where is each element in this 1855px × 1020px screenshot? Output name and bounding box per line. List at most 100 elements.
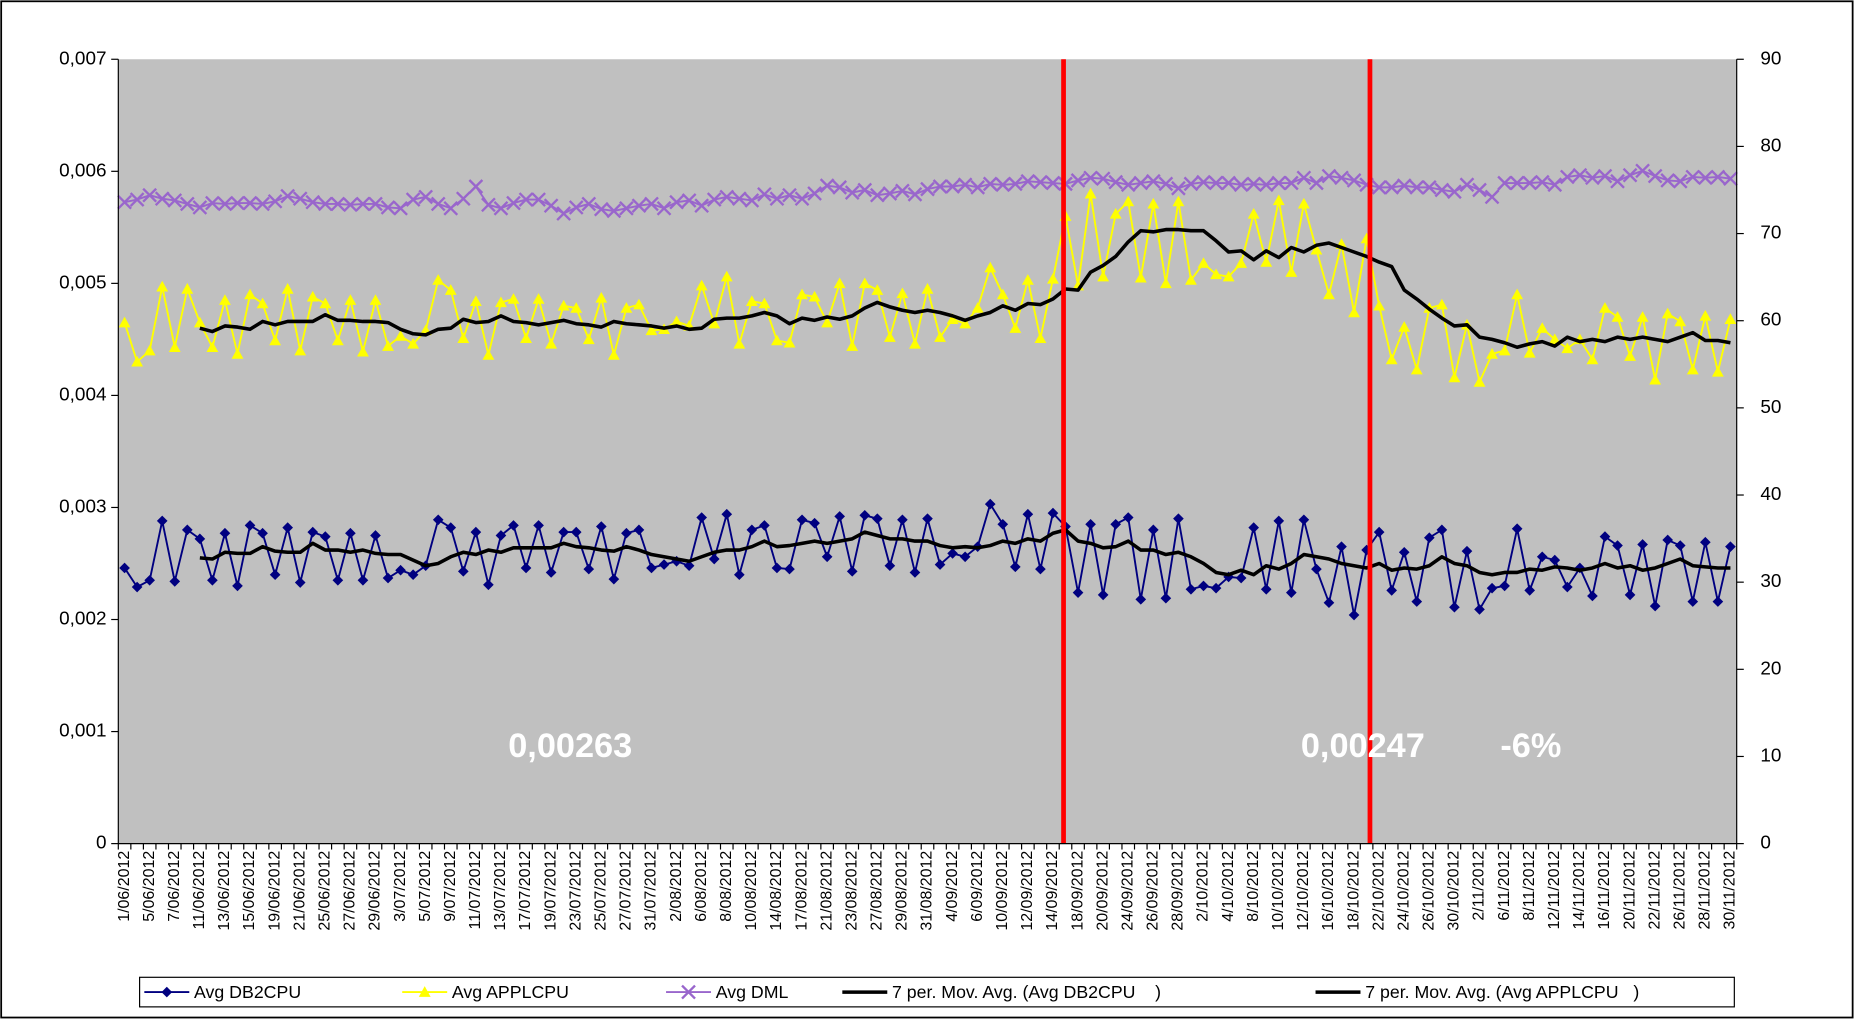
point — [405, 192, 421, 207]
point — [1536, 551, 1548, 563]
point — [1183, 176, 1199, 192]
x-tick-label: 6/11/2012 — [1496, 851, 1513, 921]
x-tick-label: 8/10/2012 — [1245, 851, 1262, 922]
point — [142, 187, 158, 203]
x-tick-label: 18/10/2012 — [1345, 851, 1362, 931]
x-tick-label: 13/06/2012 — [216, 851, 233, 931]
point — [281, 283, 294, 294]
point — [1122, 512, 1134, 523]
x-tick-label: 13/07/2012 — [492, 851, 509, 931]
legend-label: 7 per. Mov. Avg. (Avg DB2CPU ) — [892, 982, 1161, 1002]
point — [1007, 176, 1023, 192]
point — [481, 197, 496, 213]
point — [646, 562, 657, 574]
point — [1473, 376, 1486, 387]
point — [844, 185, 860, 200]
point — [1611, 311, 1624, 322]
point — [119, 562, 130, 574]
point — [457, 332, 470, 344]
point — [179, 196, 195, 212]
legend-label: 7 per. Mov. Avg. (Avg APPLCPU ) — [1365, 982, 1639, 1002]
point — [1246, 176, 1262, 192]
annotation: 0,00263 — [508, 727, 632, 765]
point — [330, 196, 346, 212]
x-tick-label: 1/06/2012 — [116, 851, 133, 922]
point — [445, 522, 457, 533]
point — [769, 191, 785, 207]
x-tick-label: 30/11/2012 — [1722, 851, 1739, 930]
point — [758, 297, 771, 309]
point — [117, 194, 132, 210]
point — [1396, 178, 1412, 193]
point — [1447, 184, 1462, 200]
point — [1310, 243, 1323, 255]
point — [1534, 174, 1550, 190]
point — [1022, 508, 1034, 520]
point — [720, 270, 733, 282]
x-tick-label: 22/11/2012 — [1646, 851, 1663, 930]
point — [1084, 187, 1097, 199]
x-tick-label: 17/07/2012 — [517, 851, 534, 931]
point — [495, 530, 507, 541]
point — [645, 324, 658, 336]
point — [1321, 168, 1337, 184]
x-tick-label: 3/07/2012 — [392, 851, 409, 922]
point — [118, 316, 131, 328]
y2-tick-label: 40 — [1760, 484, 1781, 505]
point — [570, 526, 582, 538]
point — [1286, 587, 1297, 598]
point — [1210, 268, 1222, 280]
point — [1021, 274, 1034, 285]
point — [1033, 174, 1048, 190]
point — [1585, 170, 1600, 186]
point — [319, 297, 332, 309]
x-tick-label: 14/08/2012 — [768, 851, 785, 931]
point — [871, 284, 884, 295]
point — [206, 341, 219, 352]
annotation: -6% — [1500, 727, 1561, 765]
point — [1484, 189, 1500, 205]
point — [1133, 175, 1149, 191]
point — [909, 337, 921, 349]
point — [957, 177, 973, 193]
point — [1586, 353, 1599, 365]
point — [1674, 540, 1686, 551]
x-tick-label: 26/09/2012 — [1145, 851, 1162, 931]
point — [1085, 518, 1096, 530]
point — [1373, 526, 1385, 538]
x-tick-label: 24/09/2012 — [1119, 851, 1136, 931]
point — [947, 548, 958, 559]
point — [846, 566, 858, 577]
x-tick-label: 12/10/2012 — [1295, 851, 1312, 931]
point — [156, 515, 168, 527]
x-tick-label: 5/06/2012 — [141, 851, 158, 922]
point — [394, 330, 407, 341]
point — [1034, 332, 1047, 344]
x-tick-label: 12/09/2012 — [1019, 851, 1036, 931]
point — [1009, 561, 1021, 573]
point — [1499, 580, 1510, 592]
point — [995, 177, 1011, 193]
point — [455, 191, 471, 207]
point — [345, 527, 356, 539]
x-tick-label: 26/10/2012 — [1421, 851, 1438, 931]
point — [1562, 581, 1573, 593]
point — [794, 191, 810, 207]
point — [558, 526, 569, 538]
point — [582, 333, 595, 345]
point — [232, 580, 243, 592]
point — [432, 274, 445, 285]
point — [255, 196, 270, 212]
point — [1258, 177, 1274, 193]
point — [143, 344, 156, 356]
point — [1235, 257, 1248, 268]
x-tick-label: 7/06/2012 — [166, 851, 183, 922]
point — [294, 577, 306, 588]
y2-tick-label: 30 — [1760, 571, 1781, 592]
point — [192, 200, 208, 215]
point — [1523, 346, 1536, 358]
point — [1247, 207, 1260, 219]
point — [658, 559, 670, 570]
point — [633, 298, 645, 310]
point — [193, 316, 206, 328]
